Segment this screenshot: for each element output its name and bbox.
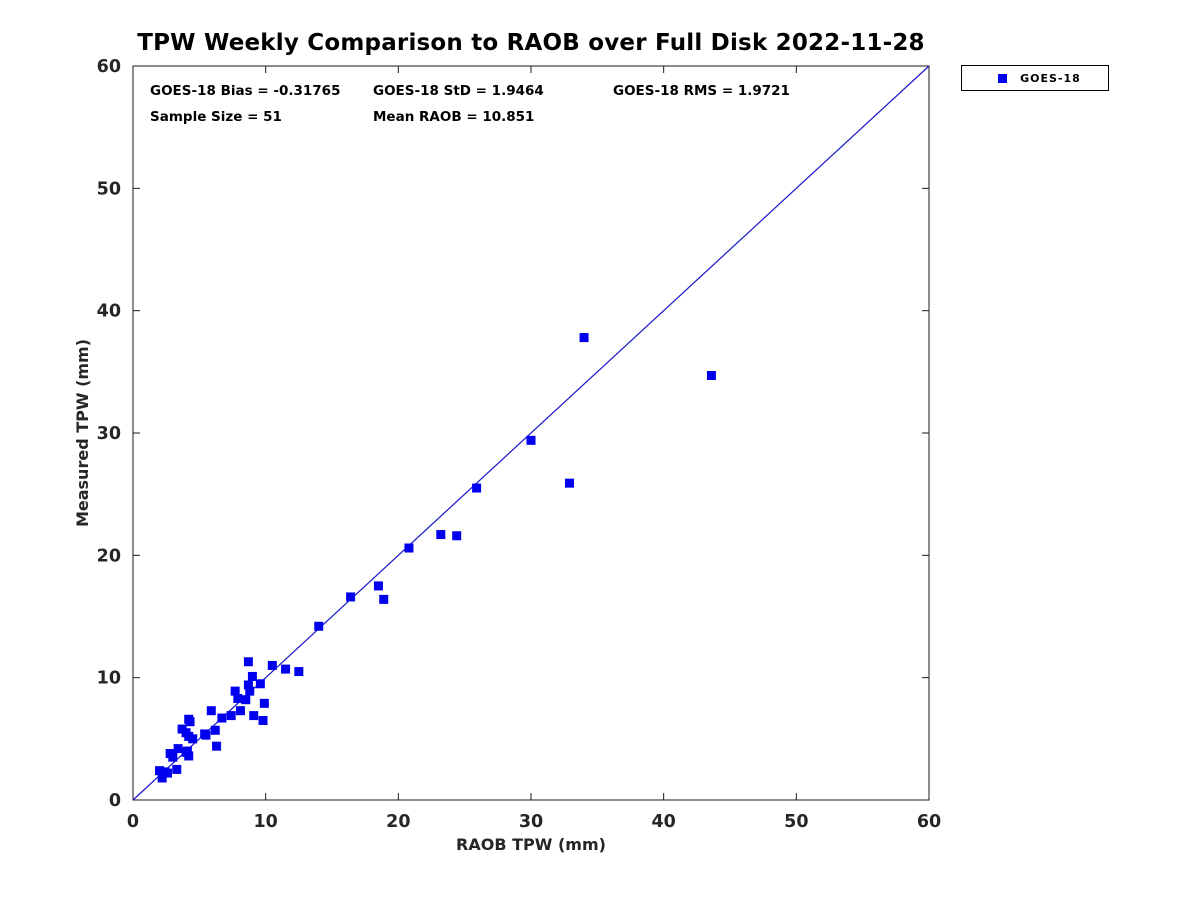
scatter-point bbox=[379, 594, 389, 604]
scatter-point bbox=[281, 664, 291, 674]
scatter-point bbox=[579, 333, 589, 343]
scatter-point bbox=[564, 478, 574, 488]
scatter-point bbox=[230, 686, 240, 696]
scatter-point bbox=[243, 680, 253, 690]
scatter-point bbox=[526, 435, 536, 445]
scatter-point bbox=[217, 713, 227, 723]
scatter-point bbox=[472, 483, 482, 493]
scatter-point bbox=[255, 679, 265, 689]
x-tick-label: 60 bbox=[917, 812, 941, 832]
x-tick-label: 10 bbox=[253, 812, 277, 832]
identity-line bbox=[132, 65, 930, 801]
y-tick-label: 0 bbox=[109, 791, 121, 811]
stat-std-text: GOES-18 StD = 1.9464 bbox=[373, 83, 544, 99]
scatter-point bbox=[212, 741, 222, 751]
scatter-point bbox=[210, 725, 220, 735]
scatter-point bbox=[157, 773, 167, 783]
scatter-point bbox=[452, 531, 462, 541]
scatter-point bbox=[373, 581, 383, 591]
chart-title: TPW Weekly Comparison to RAOB over Full … bbox=[137, 30, 925, 56]
stat-mean-raob-text: Mean RAOB = 10.851 bbox=[373, 109, 535, 125]
stat-rms-text: GOES-18 RMS = 1.9721 bbox=[613, 83, 790, 99]
y-tick-label: 40 bbox=[97, 302, 121, 322]
legend-item-label: GOES-18 bbox=[1020, 71, 1081, 85]
scatter-point bbox=[168, 752, 178, 762]
x-tick-label: 20 bbox=[386, 812, 410, 832]
scatter-point bbox=[201, 730, 211, 740]
x-tick-label: 0 bbox=[127, 812, 139, 832]
stat-bias-text: GOES-18 Bias = -0.31765 bbox=[150, 83, 341, 99]
scatter-point bbox=[184, 751, 194, 761]
scatter-point bbox=[258, 715, 268, 725]
scatter-point bbox=[436, 530, 446, 540]
scatter-point bbox=[314, 621, 324, 631]
scatter-point bbox=[706, 371, 716, 381]
scatter-point bbox=[249, 711, 259, 721]
scatter-point bbox=[259, 698, 269, 708]
scatter-point bbox=[346, 592, 356, 602]
scatter-point bbox=[233, 693, 243, 703]
legend-marker-icon bbox=[998, 73, 1007, 83]
scatter-point bbox=[235, 706, 245, 716]
x-tick-label: 40 bbox=[651, 812, 675, 832]
y-tick-label: 30 bbox=[97, 424, 121, 444]
scatter-point bbox=[245, 686, 255, 696]
scatter-point bbox=[185, 717, 195, 727]
y-tick-label: 50 bbox=[97, 179, 121, 199]
scatter-point bbox=[155, 766, 165, 776]
scatter-point bbox=[247, 671, 257, 681]
scatter-point bbox=[267, 660, 277, 670]
x-axis-label: RAOB TPW (mm) bbox=[456, 835, 606, 854]
scatter-point bbox=[243, 657, 253, 667]
y-tick-label: 10 bbox=[97, 669, 121, 689]
scatter-point bbox=[294, 667, 304, 677]
scatter-point bbox=[172, 764, 182, 774]
y-axis-label: Measured TPW (mm) bbox=[73, 339, 92, 527]
scatter-point bbox=[206, 706, 216, 716]
y-tick-label: 60 bbox=[97, 57, 121, 77]
scatter-point bbox=[162, 768, 172, 778]
stat-sample-size-text: Sample Size = 51 bbox=[150, 109, 282, 125]
x-tick-label: 30 bbox=[519, 812, 543, 832]
scatter-point bbox=[173, 744, 183, 754]
scatter-point bbox=[182, 746, 192, 756]
y-tick-label: 20 bbox=[97, 546, 121, 566]
scatter-point bbox=[241, 695, 251, 705]
scatter-point bbox=[404, 543, 414, 553]
scatter-point bbox=[188, 734, 198, 744]
x-tick-label: 50 bbox=[784, 812, 808, 832]
legend: GOES-18 bbox=[961, 65, 1109, 91]
scatter-point bbox=[226, 711, 236, 721]
